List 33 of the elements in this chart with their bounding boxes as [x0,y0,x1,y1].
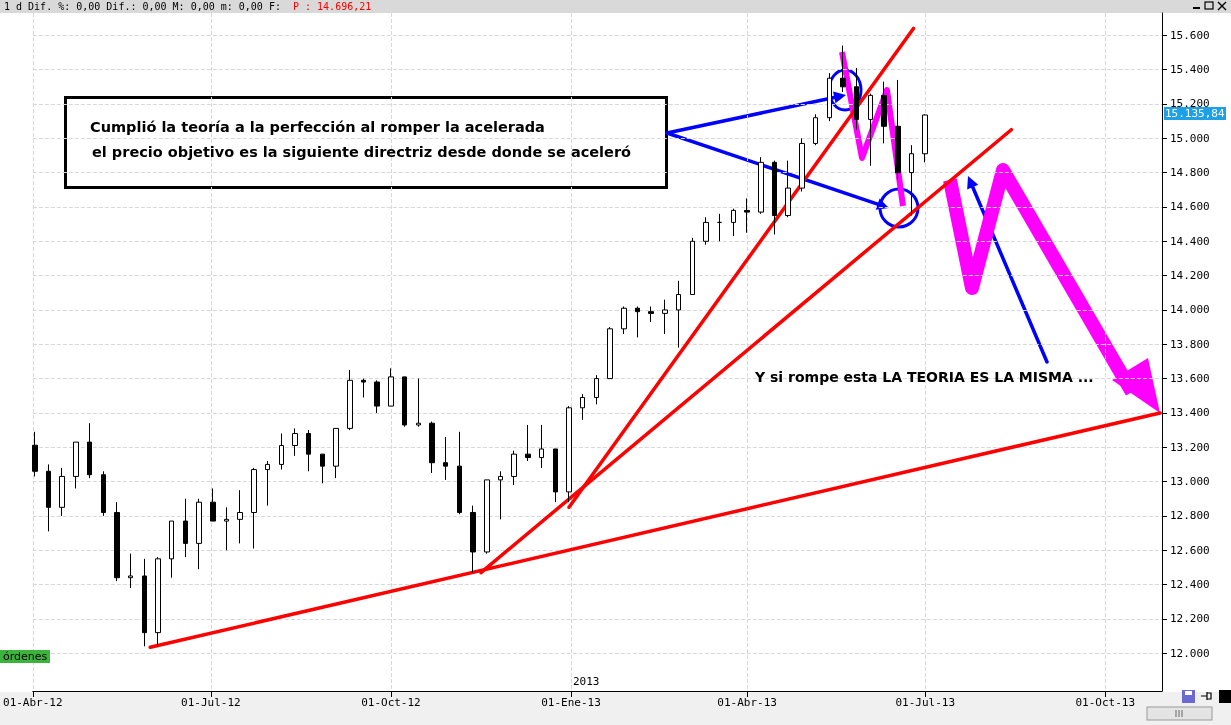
y-tick-label: 12.600 [1170,543,1210,557]
annotation: Y si rompe esta LA TEORIA ES LA MISMA ... [755,369,1094,385]
x-tick-label: 01-Jul-13 [895,696,956,709]
y-tick-label: 15.000 [1170,131,1210,145]
y-tick-label: 12.800 [1170,509,1210,523]
annotation: 2013 [572,675,600,688]
text: 15.135,84 [1164,107,1226,120]
annotation: órdenes [0,650,51,663]
chart-title: 1 d Dif. %: 0,00 Dif.: 0,00 M: 0,00 m: 0,00 F: [4,1,282,12]
y-tick-label: 13.600 [1170,372,1210,386]
y-tick-label: 13.800 [1170,337,1210,351]
chart-subtitle: P : 14.696,21 [292,1,372,12]
y-tick-label: 14.000 [1170,303,1210,317]
annotation: Cumplió la teoría a la perfección al romper la acelerada [90,119,545,135]
y-tick-label: 14.800 [1170,166,1210,180]
x-tick-label: 01-Oct-13 [1075,696,1136,709]
annotation: el precio objetivo es la siguiente directriz desde donde se aceleró [92,144,632,160]
y-tick-label: 15.600 [1170,28,1210,42]
y-tick-label: 12.200 [1170,612,1210,626]
y-tick-label: 14.400 [1170,234,1210,248]
x-tick-label: 01-Abr-12 [3,696,63,709]
x-tick-label: 01-Ene-13 [541,696,601,709]
x-tick-label: 01-Jul-12 [181,696,241,709]
y-tick-label: 13.000 [1170,475,1210,489]
x-tick-label: 01-Abr-13 [717,696,777,709]
x-tick-label: 01-Oct-12 [361,696,421,709]
y-tick-label: 12.400 [1170,578,1210,592]
y-tick-label: 12.000 [1170,646,1210,660]
y-tick-label: 14.200 [1170,269,1210,283]
y-tick-label: 13.400 [1170,406,1210,420]
y-tick-label: 15.400 [1170,63,1210,77]
y-tick-label: 14.600 [1170,200,1210,214]
y-tick-label: 13.200 [1170,440,1210,454]
